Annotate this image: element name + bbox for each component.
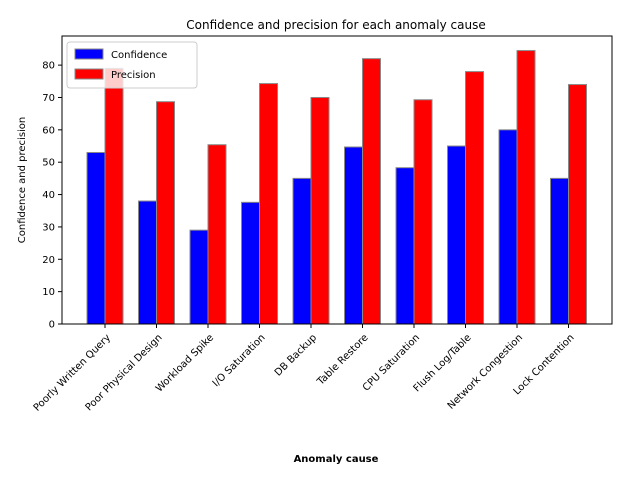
- y-tick-label: 30: [42, 222, 55, 233]
- bar-confidence-1: [86, 151, 106, 325]
- legend-swatch-confidence: [74, 48, 104, 60]
- x-axis-label: Anomaly cause: [294, 454, 379, 465]
- bar-precision-7: [413, 99, 433, 325]
- bar-confidence-8: [447, 145, 466, 325]
- chart-title: Confidence and precision for each anomal…: [186, 18, 485, 32]
- y-axis: 0 10 20 30 40 50 60 70 80: [42, 61, 62, 331]
- y-tick-label: 0: [49, 320, 55, 331]
- y-tick-label: 10: [42, 287, 55, 298]
- bar-precision-9: [516, 50, 536, 325]
- bar-confidence-3: [189, 229, 209, 325]
- bar-confidence-2: [138, 200, 157, 325]
- y-axis-label: Confidence and precision: [17, 117, 28, 244]
- legend-swatch-precision: [74, 68, 104, 80]
- bar-precision-6: [362, 58, 381, 325]
- plot-area: [61, 35, 613, 325]
- y-tick-label: 80: [42, 61, 55, 72]
- y-tick-label: 50: [42, 158, 55, 169]
- legend-label-confidence: Confidence: [111, 50, 167, 61]
- y-tick-label: 40: [42, 190, 55, 201]
- bar-precision-3: [207, 144, 227, 325]
- y-tick-label: 70: [42, 93, 55, 104]
- bar-confidence-5: [292, 177, 312, 325]
- legend-label-precision: Precision: [111, 70, 156, 81]
- bar-precision-1: [104, 67, 124, 325]
- bar-precision-8: [465, 71, 484, 325]
- bar-precision-10: [568, 84, 587, 325]
- bar-precision-4: [259, 83, 278, 325]
- bar-confidence-7: [395, 167, 415, 325]
- bar-precision-2: [156, 101, 175, 325]
- bar-confidence-4: [241, 201, 260, 325]
- bar-confidence-6: [344, 146, 363, 325]
- y-tick-label: 20: [42, 255, 55, 266]
- bar-precision-5: [310, 96, 330, 325]
- axes-frame: [61, 35, 613, 325]
- bar-confidence-9: [498, 129, 518, 325]
- bar-confidence-10: [550, 177, 569, 325]
- y-tick-label: 60: [42, 125, 55, 136]
- legend: Confidence Precision: [66, 41, 198, 89]
